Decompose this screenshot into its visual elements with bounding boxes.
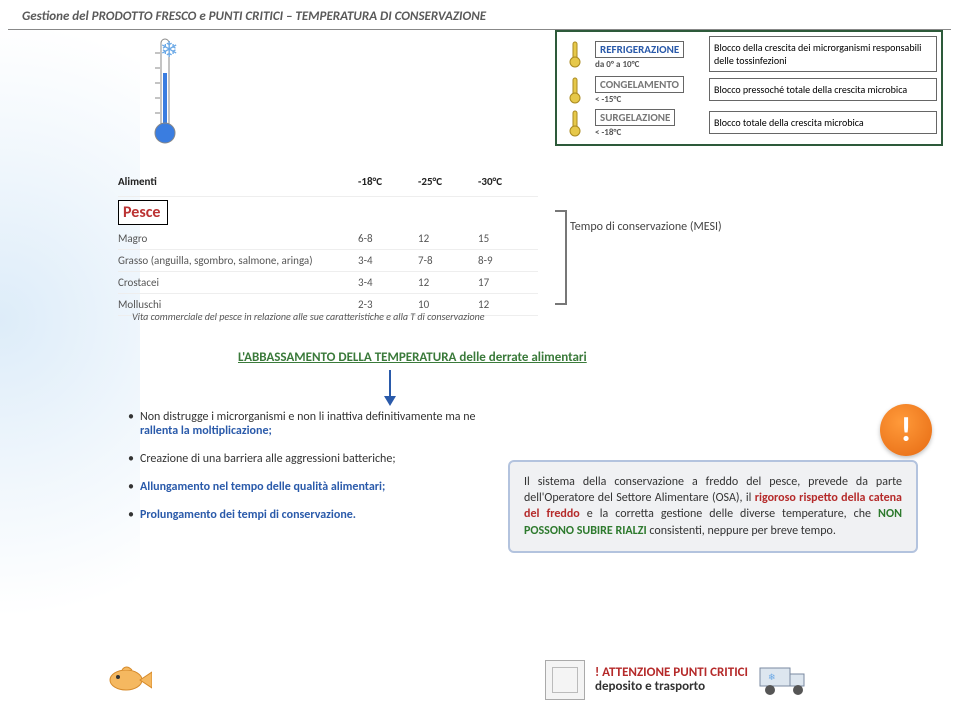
- background-decoration: [0, 0, 140, 720]
- bullet-dot-icon: •: [128, 410, 134, 438]
- callout-text: e la corretta gestione delle diverse tem…: [587, 507, 878, 521]
- mode-description: Blocco pressoché totale della crescita m…: [709, 78, 937, 101]
- table-header-label: Alimenti: [118, 171, 358, 192]
- thermometer-small-icon: [565, 76, 585, 104]
- footer-warning: ! ATTENZIONE PUNTI CRITICI deposito e tr…: [545, 660, 812, 700]
- table-row: Grasso (anguilla, sgombro, salmone, arin…: [118, 250, 538, 272]
- callout-box: Il sistema della conservazione a freddo …: [508, 460, 918, 553]
- footer-line1: ! ATTENZIONE PUNTI CRITICI: [595, 666, 748, 680]
- bullet-em: rallenta la moltiplicazione;: [140, 424, 272, 438]
- arrow-down-icon: [380, 370, 400, 406]
- info-row: REFRIGERAZIONE da 0° a 10°C Blocco della…: [561, 36, 937, 72]
- row-val: 15: [478, 232, 538, 245]
- mode-label: REFRIGERAZIONE: [595, 41, 684, 58]
- bullet-item: • Allungamento nel tempo delle qualità a…: [128, 480, 498, 494]
- mode-range: da 0° a 10°C: [595, 59, 705, 70]
- category-badge: Pesce: [118, 200, 168, 225]
- info-row: CONGELAMENTO < -15°C Blocco pressoché to…: [561, 74, 937, 105]
- row-val: 12: [478, 298, 538, 311]
- bullet-text: Allungamento nel tempo delle qualità ali…: [140, 480, 385, 494]
- row-val: 12: [418, 276, 478, 289]
- row-val: 7-8: [418, 254, 478, 267]
- section-title: L'ABBASSAMENTO DELLA TEMPERATURA delle d…: [238, 350, 587, 365]
- temp-col: -30°C: [478, 175, 538, 188]
- row-name: Grasso (anguilla, sgombro, salmone, arin…: [118, 250, 358, 271]
- fridge-icon: [545, 660, 585, 700]
- mode-description: Blocco della crescita dei microrganismi …: [709, 36, 937, 72]
- row-val: 3-4: [358, 276, 418, 289]
- bullets-list: • Non distrugge i microrganismi e non li…: [128, 410, 498, 536]
- snowflake-icon: ❄: [160, 36, 178, 63]
- row-val: 17: [478, 276, 538, 289]
- row-val: 6-8: [358, 232, 418, 245]
- shelf-life-table: Alimenti -18°C -25°C -30°C Pesce Magro 6…: [118, 165, 538, 316]
- bullet-text: Non distrugge i microrganismi e non li i…: [140, 410, 476, 424]
- svg-text:❄: ❄: [768, 672, 776, 683]
- table-row: Magro 6-8 12 15: [118, 228, 538, 250]
- page-header: Gestione del PRODOTTO FRESCO e PUNTI CRI…: [8, 0, 951, 30]
- thermometer-small-icon: [565, 109, 585, 137]
- table-row: Crostacei 3-4 12 17: [118, 272, 538, 294]
- mode-label: SURGELAZIONE: [595, 109, 675, 126]
- page-title: Gestione del PRODOTTO FRESCO e PUNTI CRI…: [22, 9, 486, 24]
- truck-icon: ❄: [758, 662, 812, 698]
- bullet-text: Prolungamento dei tempi di conservazione…: [140, 508, 356, 522]
- mode-range: < -15°C: [595, 94, 705, 105]
- alert-icon: !: [880, 404, 932, 456]
- row-name: Crostacei: [118, 272, 358, 293]
- table-header: Alimenti -18°C -25°C -30°C: [118, 165, 538, 197]
- tempo-label: Tempo di conservazione (MESI): [570, 220, 722, 234]
- bullet-item: • Creazione di una barriera alle aggress…: [128, 452, 498, 466]
- mode-label: CONGELAMENTO: [595, 76, 684, 93]
- fish-icon: [104, 660, 152, 700]
- row-val: 3-4: [358, 254, 418, 267]
- row-val: 8-9: [478, 254, 538, 267]
- mode-description: Blocco totale della crescita microbica: [709, 111, 937, 134]
- bullet-text: Creazione di una barriera alle aggressio…: [140, 452, 396, 466]
- temp-col: -25°C: [418, 175, 478, 188]
- callout-text: consistenti, neppure per breve tempo.: [649, 524, 835, 538]
- info-row: SURGELAZIONE < -18°C Blocco totale della…: [561, 107, 937, 138]
- footer-line2: deposito e trasporto: [595, 680, 748, 694]
- bullet-item: • Prolungamento dei tempi di conservazio…: [128, 508, 498, 522]
- temp-col: -18°C: [358, 175, 418, 188]
- mode-range: < -18°C: [595, 127, 705, 138]
- bullet-dot-icon: •: [128, 508, 134, 522]
- bullet-item: • Non distrugge i microrganismi e non li…: [128, 410, 498, 438]
- bracket-icon: [555, 210, 567, 305]
- conservation-modes-box: REFRIGERAZIONE da 0° a 10°C Blocco della…: [555, 30, 943, 146]
- row-val: 12: [418, 232, 478, 245]
- bullet-dot-icon: •: [128, 452, 134, 466]
- thermometer-small-icon: [565, 40, 585, 68]
- row-name: Magro: [118, 228, 358, 249]
- bullet-dot-icon: •: [128, 480, 134, 494]
- vita-caption: Vita commerciale del pesce in relazione …: [132, 310, 485, 323]
